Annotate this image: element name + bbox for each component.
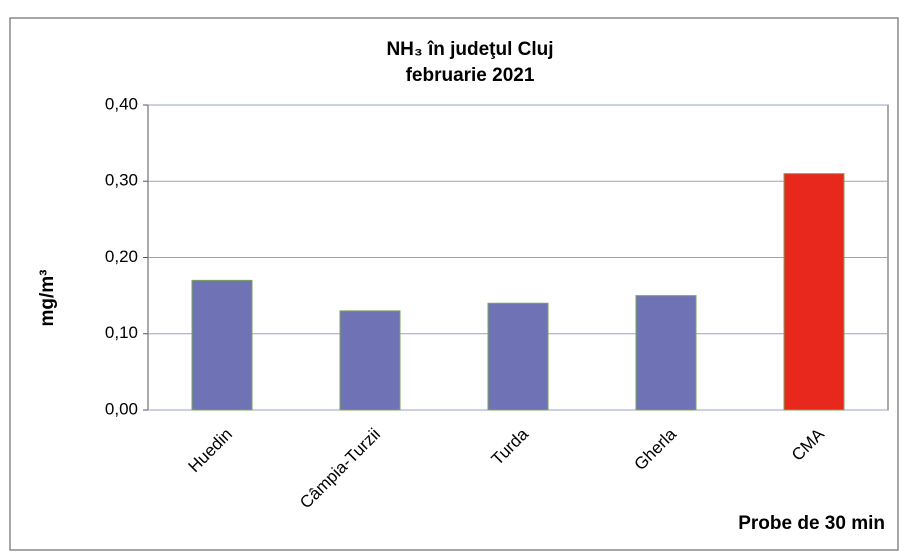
y-tick-label: 0,20 bbox=[105, 247, 138, 266]
x-axis-label: Probe de 30 min bbox=[738, 513, 885, 534]
chart-subtitle: februarie 2021 bbox=[406, 65, 535, 86]
bar bbox=[339, 310, 401, 411]
bar bbox=[635, 295, 697, 411]
y-axis-label: mg/m³ bbox=[37, 270, 58, 327]
y-tick-label: 0,40 bbox=[105, 94, 138, 113]
chart-title: NH₃ în judeţul Cluj bbox=[386, 39, 553, 60]
bar bbox=[783, 173, 845, 411]
y-tick-label: 0,10 bbox=[105, 323, 138, 342]
bar bbox=[487, 302, 549, 411]
bar bbox=[191, 279, 253, 411]
y-tick-label: 0,00 bbox=[105, 399, 138, 418]
y-tick-label: 0,30 bbox=[105, 171, 138, 190]
